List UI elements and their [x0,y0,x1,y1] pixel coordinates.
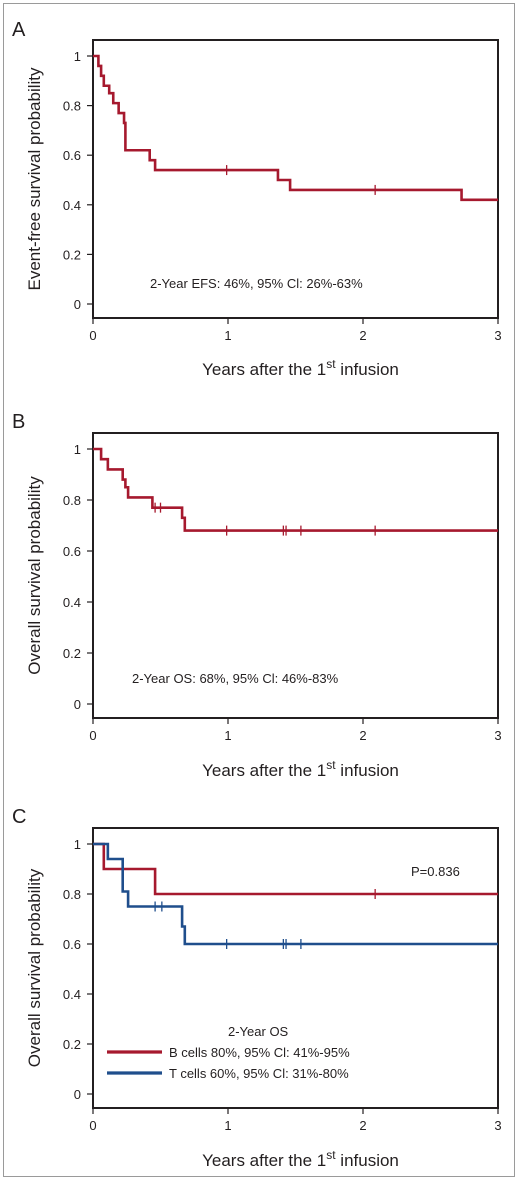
y-tick-label: 0.8 [63,887,81,902]
x-axis-label: Years after the 1st infusion [202,357,399,379]
y-tick-label: 0.4 [63,987,81,1002]
plot-area [92,432,499,719]
y-axis-label: Event-free survival probability [25,67,44,290]
y-tick-label: 0.6 [63,544,81,559]
survival-curve [93,54,498,202]
y-tick-label: 0.4 [63,595,81,610]
y-tick-label: 1 [74,49,81,64]
survival-curve [93,447,498,532]
figure-frame [3,3,515,1177]
x-tick-label: 1 [224,328,231,343]
x-axis-label: Years after the 1st infusion [202,1148,399,1170]
x-tick-label: 2 [359,1118,366,1133]
y-tick-label: 0.6 [63,148,81,163]
y-tick-label: 0 [74,697,81,712]
x-tick-label: 0 [89,728,96,743]
y-tick-label: 1 [74,837,81,852]
y-tick-label: 0.4 [63,198,81,213]
y-tick-label: 0.8 [63,99,81,114]
x-tick-label: 2 [359,328,366,343]
x-tick-label: 3 [494,728,501,743]
panel-label: B [12,411,25,433]
panel-c: C 0 0.2 0.4 0.6 0.8 1 0 1 2 3 Overall survival prob… [12,806,502,1170]
x-tick-label: 2 [359,728,366,743]
legend-title: 2-Year OS [228,1024,289,1039]
y-tick-label: 0.6 [63,937,81,952]
legend-entry: T cells 60%, 95% Cl: 31%-80% [169,1066,349,1081]
y-axis-label: Overall survival probability [25,476,44,675]
y-tick-label: 1 [74,442,81,457]
y-tick-label: 0 [74,297,81,312]
y-tick-label: 0.8 [63,493,81,508]
legend: 2-Year OS B cells 80%, 95% Cl: 41%-95% T c… [107,1024,350,1081]
plot-area [92,827,499,1109]
panel-a: A 0 0.2 0.4 0.6 0.8 1 0 1 2 3 Event-free survival p… [12,19,502,379]
x-tick-label: 1 [224,728,231,743]
y-tick-label: 0.2 [63,1037,81,1052]
y-tick-label: 0.2 [63,646,81,661]
panel-label: A [12,19,26,41]
x-tick-label: 1 [224,1118,231,1133]
survival-curve-t-cells [93,842,498,946]
y-axis-label: Overall survival probability [25,868,44,1067]
plot-area [92,39,499,319]
x-axis-label: Years after the 1st infusion [202,758,399,780]
x-tick-label: 0 [89,328,96,343]
y-tick-label: 0.2 [63,247,81,262]
x-tick-label: 0 [89,1118,96,1133]
y-tick-label: 0 [74,1087,81,1102]
x-tick-label: 3 [494,328,501,343]
annotation: 2-Year EFS: 46%, 95% Cl: 26%-63% [150,276,363,291]
annotation: 2-Year OS: 68%, 95% Cl: 46%-83% [132,671,339,686]
panel-label: C [12,806,26,828]
x-tick-label: 3 [494,1118,501,1133]
legend-entry: B cells 80%, 95% Cl: 41%-95% [169,1045,350,1060]
panel-b: B 0 0.2 0.4 0.6 0.8 1 0 1 2 3 Overall survival prob… [12,411,502,780]
p-value: P=0.836 [411,864,460,879]
